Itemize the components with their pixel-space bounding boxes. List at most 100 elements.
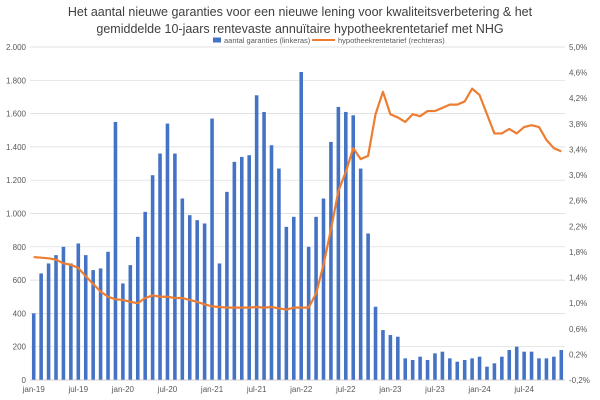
right-tick-label: 4,2% — [569, 94, 587, 103]
bar — [173, 153, 177, 380]
bar — [91, 270, 95, 380]
bar — [121, 283, 125, 380]
bar — [403, 358, 408, 380]
x-tick-label: jan-20 — [111, 385, 135, 394]
bar — [76, 243, 81, 380]
right-tick-label: 2,2% — [569, 222, 587, 231]
bar — [106, 251, 110, 380]
bar — [418, 356, 422, 380]
left-tick-label: 1.600 — [6, 110, 27, 119]
bar — [202, 223, 207, 380]
bar — [544, 358, 549, 380]
left-tick-label: 800 — [13, 243, 27, 252]
bar — [485, 366, 489, 380]
bar — [344, 111, 348, 380]
bar — [232, 161, 237, 380]
bar — [455, 361, 460, 380]
bar — [165, 123, 170, 380]
bar — [314, 216, 318, 380]
right-tick-label: 3,0% — [569, 171, 587, 180]
bar — [507, 350, 512, 380]
bar — [425, 360, 430, 380]
right-tick-label: 1,8% — [569, 248, 587, 257]
bar — [537, 358, 541, 380]
x-tick-label: jan-24 — [467, 385, 491, 394]
bar — [135, 236, 140, 380]
left-tick-label: 600 — [13, 276, 27, 285]
left-axis-ticks: 0 200 400 600 800 1.000 1.200 1.400 1.600 1.800 2.… — [6, 43, 27, 385]
left-tick-label: 2.000 — [6, 43, 27, 52]
bar — [358, 168, 363, 380]
right-tick-label: 2,6% — [569, 197, 587, 206]
bar — [410, 360, 415, 380]
left-tick-label: 1.000 — [6, 210, 27, 219]
left-tick-label: 1.400 — [6, 143, 27, 152]
x-tick-label: jul-22 — [335, 385, 356, 394]
bar — [98, 268, 103, 380]
bar — [351, 115, 356, 380]
bar — [292, 216, 296, 380]
right-tick-label: 0,6% — [569, 325, 587, 334]
legend-bar-label: aantal garanties (linkeras) — [224, 36, 311, 45]
right-tick-label: 1,4% — [569, 274, 587, 283]
bar — [46, 263, 51, 380]
left-tick-label: 1.800 — [6, 76, 27, 85]
chart-title-line-1: Het aantal nieuwe garanties voor een nie… — [68, 5, 533, 19]
x-tick-label: jul-20 — [157, 385, 178, 394]
bar — [470, 358, 474, 380]
bar — [247, 155, 251, 380]
bar — [440, 351, 445, 380]
gridlines — [30, 46, 565, 348]
bar — [83, 255, 88, 381]
bar — [210, 118, 214, 380]
x-tick-label: jul-24 — [513, 385, 534, 394]
bar — [158, 153, 162, 380]
left-tick-label: 400 — [13, 309, 27, 318]
left-tick-label: 0 — [22, 376, 27, 385]
right-tick-label: 1,0% — [569, 299, 587, 308]
bar — [284, 226, 289, 380]
bar — [128, 265, 133, 380]
bar — [277, 168, 281, 380]
bar — [366, 233, 370, 380]
bar — [31, 313, 36, 380]
bar — [462, 360, 467, 380]
bar — [195, 220, 199, 380]
bar — [448, 358, 452, 380]
bar — [299, 71, 303, 380]
x-axis-ticks: jan-19 jul-19 jan-20 jul-20 jan-21 jul-21 jan-… — [22, 385, 535, 394]
bar — [500, 356, 504, 380]
x-tick-label: jul-21 — [246, 385, 267, 394]
x-tick-label: jan-21 — [200, 385, 224, 394]
bar — [39, 273, 43, 380]
bar — [552, 356, 556, 380]
bar — [388, 335, 393, 380]
bar — [69, 263, 73, 380]
right-axis-ticks: -0,2% 0,2% 0,6% 1,0% 1,4% 1,8% 2,2% 2,6% 3,0% 3,4… — [569, 43, 590, 385]
x-tick-label: jul-19 — [68, 385, 89, 394]
bar — [217, 263, 222, 380]
bar — [143, 211, 147, 380]
bar — [329, 141, 333, 380]
bar — [514, 346, 519, 380]
bar — [269, 145, 274, 380]
left-tick-label: 1.200 — [6, 176, 27, 185]
bar — [321, 198, 326, 380]
bar — [225, 191, 229, 380]
legend: aantal garanties (linkeras) hypotheekren… — [213, 36, 445, 45]
legend-line-label: hypotheekrentetarief (rechteras) — [338, 36, 445, 45]
right-tick-label: -0,2% — [569, 376, 590, 385]
bar — [477, 356, 482, 380]
line-series-hypotheekrente — [33, 87, 562, 311]
bar — [239, 156, 244, 380]
bar — [433, 353, 437, 380]
bar — [492, 363, 497, 380]
bar — [381, 330, 385, 380]
bar — [396, 336, 400, 380]
bar — [187, 215, 192, 380]
legend-bar-swatch — [213, 37, 221, 43]
bar — [559, 350, 564, 380]
bar — [522, 351, 526, 380]
right-tick-label: 3,8% — [569, 120, 587, 129]
